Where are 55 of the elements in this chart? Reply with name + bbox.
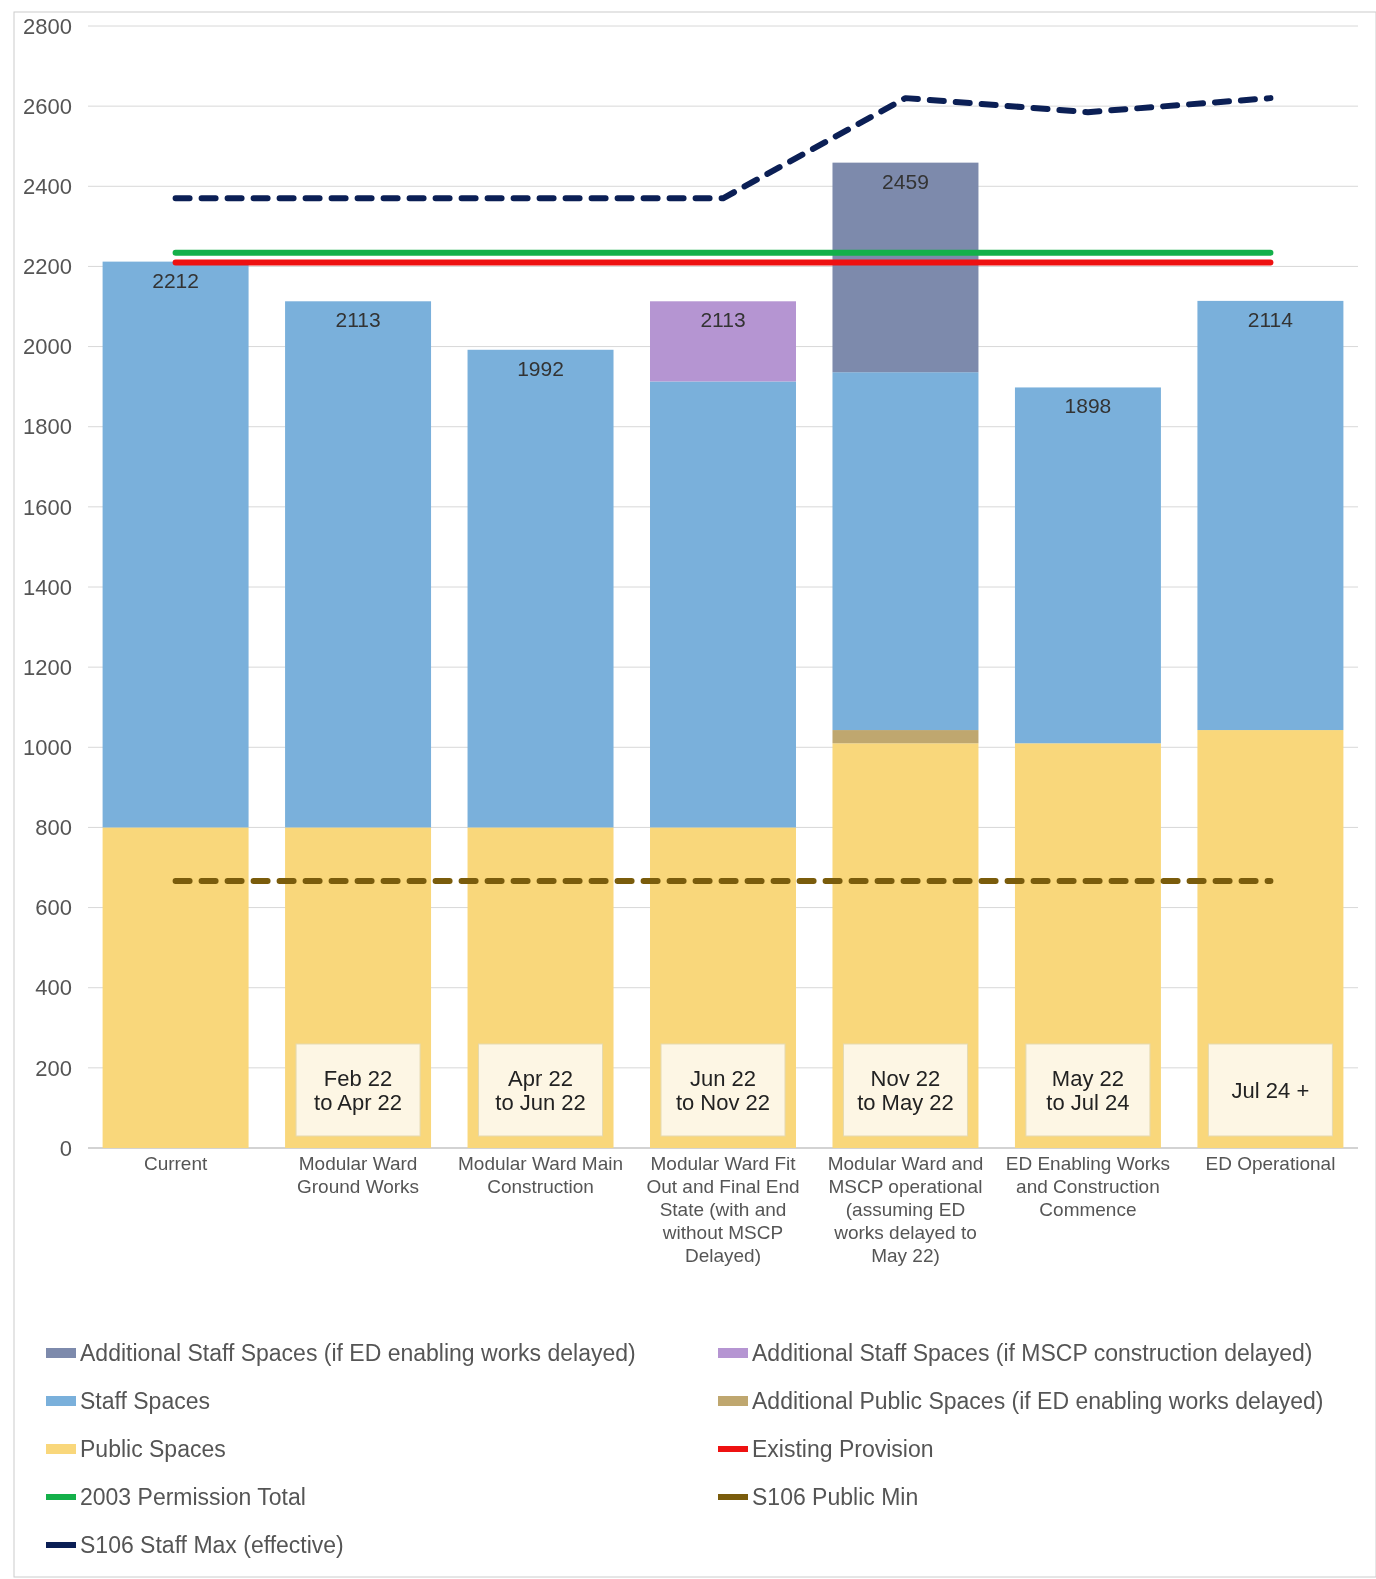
bar bbox=[832, 730, 979, 744]
bar bbox=[102, 827, 249, 1148]
x-tick-label: Modular Ward Ground Works bbox=[296, 1153, 420, 1197]
bar bbox=[467, 349, 614, 828]
legend-label: S106 Public Min bbox=[752, 1484, 919, 1511]
annotation: Apr 22 to Jun 22 bbox=[495, 1065, 586, 1115]
legend-label: Staff Spaces bbox=[80, 1388, 210, 1415]
y-tick-label: 1600 bbox=[23, 494, 72, 520]
total-label: 2113 bbox=[700, 308, 746, 332]
legend-label: S106 Staff Max (effective) bbox=[80, 1532, 344, 1559]
annotation: May 22 to Jul 24 bbox=[1046, 1065, 1130, 1115]
annotation: Feb 22 to Apr 22 bbox=[314, 1065, 403, 1115]
annotation: Nov 22 to May 22 bbox=[857, 1065, 954, 1115]
y-tick-label: 1200 bbox=[23, 654, 72, 680]
annotation: Jun 22 to Nov 22 bbox=[675, 1065, 771, 1115]
bar bbox=[1197, 300, 1344, 731]
x-tick-label: Current bbox=[143, 1153, 208, 1174]
legend-label: Public Spaces bbox=[80, 1436, 226, 1463]
y-tick-label: 1400 bbox=[23, 574, 72, 600]
y-tick-label: 0 bbox=[59, 1135, 72, 1161]
bar bbox=[832, 372, 979, 731]
legend-label: Existing Provision bbox=[752, 1436, 934, 1463]
x-tick-label: ED Operational bbox=[1205, 1153, 1336, 1174]
total-label: 2113 bbox=[335, 308, 381, 332]
y-tick-label: 2600 bbox=[23, 93, 72, 119]
legend-label: Additional Staff Spaces (if ED enabling works delayed) bbox=[80, 1340, 636, 1367]
y-tick-label: 2000 bbox=[23, 334, 72, 360]
x-tick-label: Modular Ward Main Construction bbox=[457, 1153, 624, 1197]
y-tick-label: 2200 bbox=[23, 254, 72, 280]
legend-label: 2003 Permission Total bbox=[80, 1484, 306, 1511]
y-tick-label: 2400 bbox=[23, 173, 72, 199]
y-tick-label: 200 bbox=[35, 1055, 72, 1081]
bar bbox=[650, 381, 796, 828]
bar bbox=[650, 301, 796, 382]
y-tick-label: 1800 bbox=[23, 414, 72, 440]
y-tick-label: 1000 bbox=[23, 734, 72, 760]
annotation: Jul 24 + bbox=[1231, 1077, 1310, 1103]
total-label: 2459 bbox=[882, 169, 929, 193]
x-tick-label: Modular Ward and MSCP operational (assuming ED works delayed to May 22) bbox=[827, 1153, 984, 1266]
x-tick-label: ED Enabling Works and Construction Commence bbox=[1005, 1153, 1171, 1220]
legend-label: Additional Public Spaces (if ED enabling works delayed) bbox=[752, 1388, 1324, 1415]
total-label: 1898 bbox=[1064, 394, 1112, 418]
bar bbox=[1014, 387, 1161, 744]
total-label: 2114 bbox=[1247, 307, 1294, 331]
y-tick-label: 800 bbox=[35, 815, 72, 841]
total-label: 2212 bbox=[152, 268, 199, 292]
bar bbox=[832, 162, 979, 373]
y-tick-label: 2800 bbox=[23, 13, 72, 39]
bar bbox=[102, 261, 249, 828]
y-tick-label: 600 bbox=[35, 895, 72, 921]
x-tick-label: Modular Ward Fit Out and Final End State (with and without MSCP Delayed) bbox=[646, 1153, 800, 1266]
legend-label: Additional Staff Spaces (if MSCP construction delayed) bbox=[752, 1340, 1313, 1367]
y-tick-label: 400 bbox=[35, 975, 72, 1001]
bar bbox=[285, 301, 432, 828]
total-label: 1992 bbox=[517, 356, 564, 380]
